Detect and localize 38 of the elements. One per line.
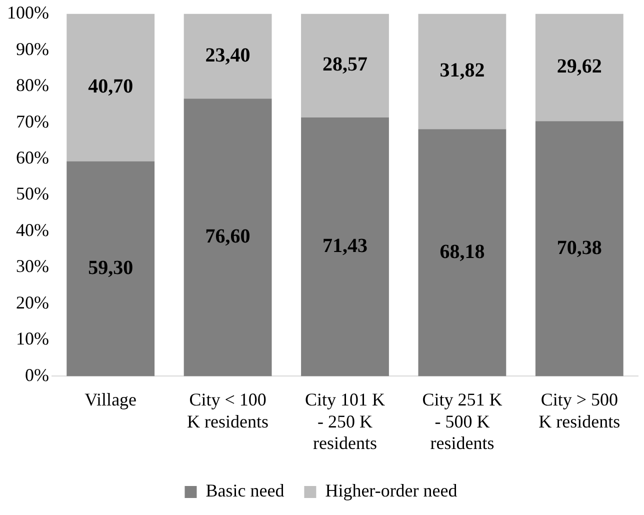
data-label: 76,60 — [205, 226, 250, 248]
y-tick-label: 70% — [16, 111, 49, 132]
bar — [66, 161, 155, 376]
data-label: 40,70 — [88, 76, 134, 98]
x-tick-label: Village — [84, 390, 137, 410]
bar — [301, 14, 389, 118]
data-label: 71,43 — [322, 234, 368, 257]
bar — [535, 14, 624, 122]
data-label: 23,40 — [205, 44, 250, 66]
bar — [418, 129, 506, 376]
y-tick-label: 100% — [6, 2, 49, 23]
data-label: 28,57 — [322, 54, 368, 76]
x-tick-label: City < 100 K residents — [187, 390, 269, 432]
legend-label: Higher-order need — [325, 480, 458, 501]
y-tick-label: 80% — [16, 75, 49, 96]
bar — [66, 14, 155, 162]
y-tick-label: 10% — [16, 328, 49, 349]
y-tick-label: 60% — [16, 147, 49, 168]
data-label: 29,62 — [556, 56, 602, 78]
bar — [418, 14, 506, 130]
y-tick-label: 20% — [16, 292, 49, 312]
x-tick-label: City 101 K - 250 K residents — [304, 390, 386, 453]
y-tick-label: 0% — [24, 364, 49, 385]
x-tick-label: City > 500 K residents — [538, 390, 620, 432]
bar — [535, 121, 624, 376]
y-tick-label: 90% — [16, 38, 49, 59]
bar — [184, 98, 272, 376]
bar — [301, 117, 389, 376]
legend-label: Basic need — [206, 480, 284, 501]
y-tick-label: 30% — [16, 256, 49, 276]
x-tick-label: City 251 K - 500 K residents — [422, 390, 502, 453]
data-label: 68,18 — [440, 240, 485, 263]
data-label: 31,82 — [440, 60, 485, 82]
data-label: 59,30 — [88, 256, 134, 279]
y-tick-label: 50% — [16, 184, 49, 204]
data-label: 70,38 — [556, 236, 602, 259]
y-tick-label: 40% — [16, 220, 49, 240]
bar — [184, 14, 272, 99]
